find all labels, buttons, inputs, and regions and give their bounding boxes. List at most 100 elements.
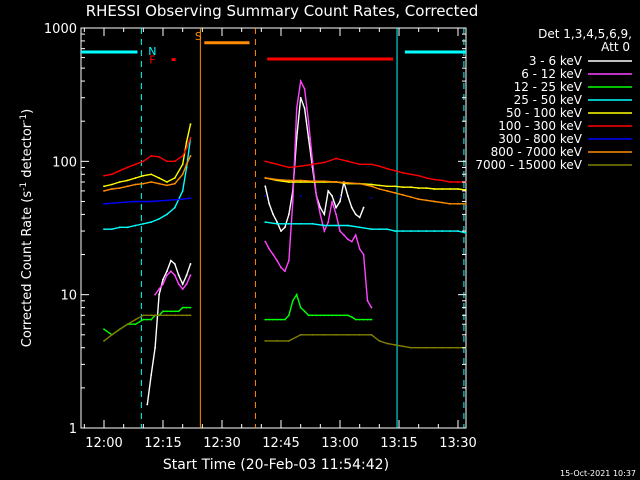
data-point <box>299 306 302 309</box>
data-point <box>287 340 290 342</box>
data-point <box>366 318 369 321</box>
data-point <box>185 274 188 277</box>
series-line-1 <box>146 259 192 405</box>
data-point <box>315 314 318 317</box>
data-point <box>417 230 420 232</box>
data-point <box>311 163 314 166</box>
data-point <box>158 288 160 291</box>
data-point <box>433 346 436 349</box>
data-point <box>303 107 306 110</box>
x-tick-label: 13:00 <box>321 436 358 451</box>
data-point <box>441 188 444 190</box>
data-point <box>185 283 188 286</box>
y-axis-label: Corrected Count Rate (s-1 detector-1) <box>19 109 35 347</box>
data-point <box>154 293 157 296</box>
data-point <box>189 274 192 277</box>
data-point <box>142 314 145 317</box>
data-point <box>126 166 129 169</box>
data-point <box>362 253 365 256</box>
data-point <box>166 181 168 183</box>
data-point <box>181 198 184 201</box>
data-point <box>335 181 337 183</box>
data-point <box>425 199 428 202</box>
data-point <box>110 173 113 176</box>
data-point <box>358 333 361 336</box>
data-point <box>134 224 137 227</box>
data-point <box>264 195 267 197</box>
data-point <box>303 87 306 90</box>
data-point <box>181 154 184 157</box>
data-point <box>299 181 302 183</box>
x-tick-label: 12:30 <box>203 436 240 451</box>
data-point <box>433 200 436 203</box>
data-point <box>150 314 153 317</box>
data-point <box>319 314 322 317</box>
data-point <box>118 169 121 172</box>
data-point <box>264 185 267 188</box>
x-tick-label: 13:30 <box>439 436 476 451</box>
series-line-3 <box>265 293 372 321</box>
data-point <box>126 179 129 182</box>
data-point <box>181 190 184 192</box>
data-point <box>299 80 302 82</box>
data-point <box>394 344 396 346</box>
data-point <box>358 216 361 219</box>
data-point <box>307 136 310 139</box>
data-point <box>154 346 157 349</box>
data-point <box>291 299 294 302</box>
series-line-6 <box>265 157 466 183</box>
data-point <box>162 278 164 281</box>
data-point <box>264 160 267 163</box>
annotation-label: N <box>148 45 156 58</box>
data-point <box>272 213 275 216</box>
data-point <box>299 333 302 336</box>
y-axis-label-part: ) <box>20 109 35 114</box>
data-point <box>177 310 180 313</box>
data-point <box>272 253 275 256</box>
y-axis-label-sup: -1 <box>19 114 29 123</box>
data-point <box>323 230 326 232</box>
data-point <box>299 195 302 197</box>
data-point <box>103 340 105 342</box>
data-point <box>181 283 184 286</box>
y-axis-label-sup: -1 <box>19 182 29 191</box>
data-point <box>189 136 192 139</box>
data-point <box>378 340 381 342</box>
data-point <box>402 345 404 348</box>
x-tick-label: 12:15 <box>144 436 181 451</box>
data-point <box>303 310 306 313</box>
data-point <box>323 213 326 216</box>
data-point <box>287 179 290 182</box>
data-point <box>323 224 326 227</box>
data-point <box>335 213 337 216</box>
data-point <box>346 224 349 227</box>
data-point <box>181 306 184 309</box>
data-point <box>339 196 341 198</box>
data-point <box>280 318 282 321</box>
x-tick-label: 13:15 <box>380 436 417 451</box>
data-point <box>457 230 459 232</box>
data-point <box>319 206 322 209</box>
data-point <box>166 270 168 273</box>
data-point <box>299 222 302 225</box>
data-point <box>362 206 365 209</box>
data-point <box>189 154 192 157</box>
data-point <box>343 234 345 236</box>
data-point <box>264 240 267 243</box>
data-point <box>185 163 188 166</box>
data-point <box>150 173 153 176</box>
data-point <box>150 200 153 203</box>
data-point <box>358 226 361 229</box>
data-point <box>185 140 188 143</box>
data-point <box>386 190 389 192</box>
data-point <box>264 177 267 179</box>
data-point <box>464 232 467 234</box>
footer-timestamp: 15-Oct-2021 10:37 <box>560 469 636 478</box>
data-point <box>327 314 330 317</box>
data-point <box>103 190 105 192</box>
legend-item-label: 7000 - 15000 keV <box>475 158 582 172</box>
data-point <box>323 161 326 164</box>
data-point <box>162 310 164 313</box>
data-point <box>409 230 412 232</box>
data-point <box>181 163 184 166</box>
